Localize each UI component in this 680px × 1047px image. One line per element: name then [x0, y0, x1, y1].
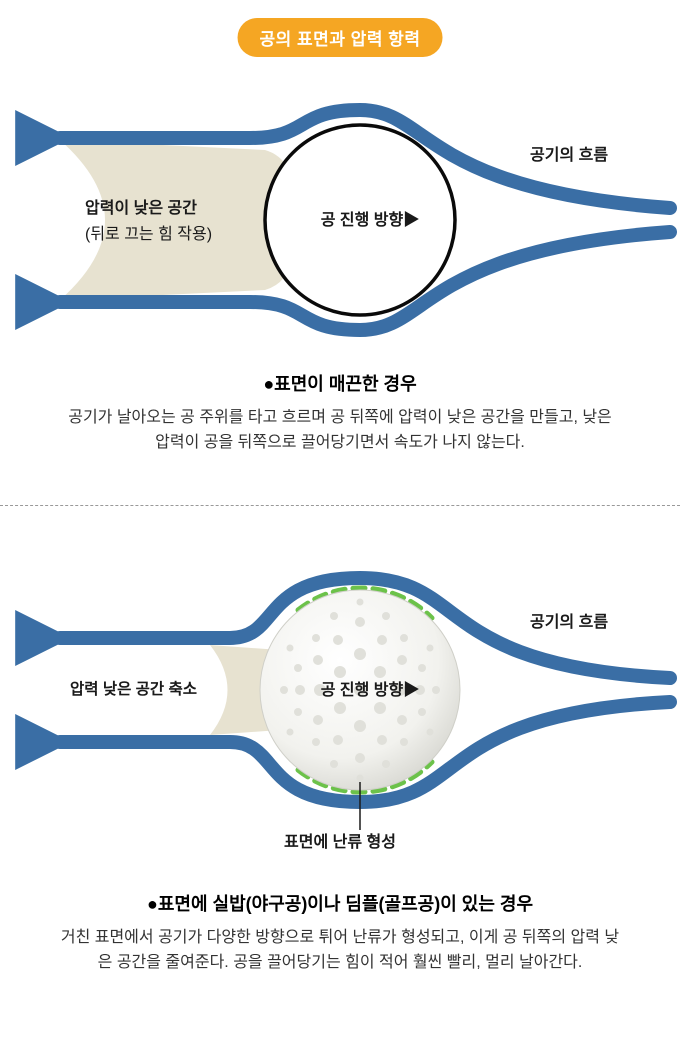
- turbulence-label: 표면에 난류 형성: [0, 832, 680, 854]
- wake-label-top-line2: (뒤로 끄는 힘 작용): [85, 224, 212, 246]
- ball-direction-label-bottom: 공 진행 방향▶: [310, 680, 430, 702]
- wake-label-top-line1: 압력이 낮은 공간: [85, 198, 212, 220]
- ball-direction-label-top: 공 진행 방향▶: [310, 210, 430, 232]
- smooth-desc-body: 공기가 날아오는 공 주위를 타고 흐르며 공 뒤쪽에 압력이 낮은 공간을 만…: [60, 406, 620, 456]
- wake-label-bottom: 압력 낮은 공간 축소: [70, 680, 197, 701]
- dimpled-ball-panel: 공기의 흐름 압력 낮은 공간 축소 공 진행 방향▶ 표면에 난류 형성 ●표…: [0, 530, 680, 1030]
- dimpled-desc-body: 거친 표면에서 공기가 다양한 방향으로 튀어 난류가 형성되고, 이게 공 뒤…: [60, 926, 620, 976]
- dimpled-desc-heading: ●표면에 실밥(야구공)이나 딤플(골프공)이 있는 경우: [60, 890, 620, 916]
- smooth-desc-heading: ●표면이 매끈한 경우: [60, 370, 620, 396]
- smooth-ball-panel: 공기의 흐름 압력이 낮은 공간 (뒤로 끄는 힘 작용) 공 진행 방향▶ ●…: [0, 70, 680, 500]
- airflow-label-top: 공기의 흐름: [530, 145, 608, 167]
- wake-label-top: 압력이 낮은 공간 (뒤로 끄는 힘 작용): [85, 198, 212, 245]
- airflow-label-bottom: 공기의 흐름: [530, 612, 608, 634]
- dimpled-desc: ●표면에 실밥(야구공)이나 딤플(골프공)이 있는 경우 거친 표면에서 공기…: [0, 890, 680, 976]
- page-title-pill: 공의 표면과 압력 항력: [238, 18, 443, 57]
- panel-divider: [0, 505, 680, 506]
- smooth-desc: ●표면이 매끈한 경우 공기가 날아오는 공 주위를 타고 흐르며 공 뒤쪽에 …: [0, 370, 680, 456]
